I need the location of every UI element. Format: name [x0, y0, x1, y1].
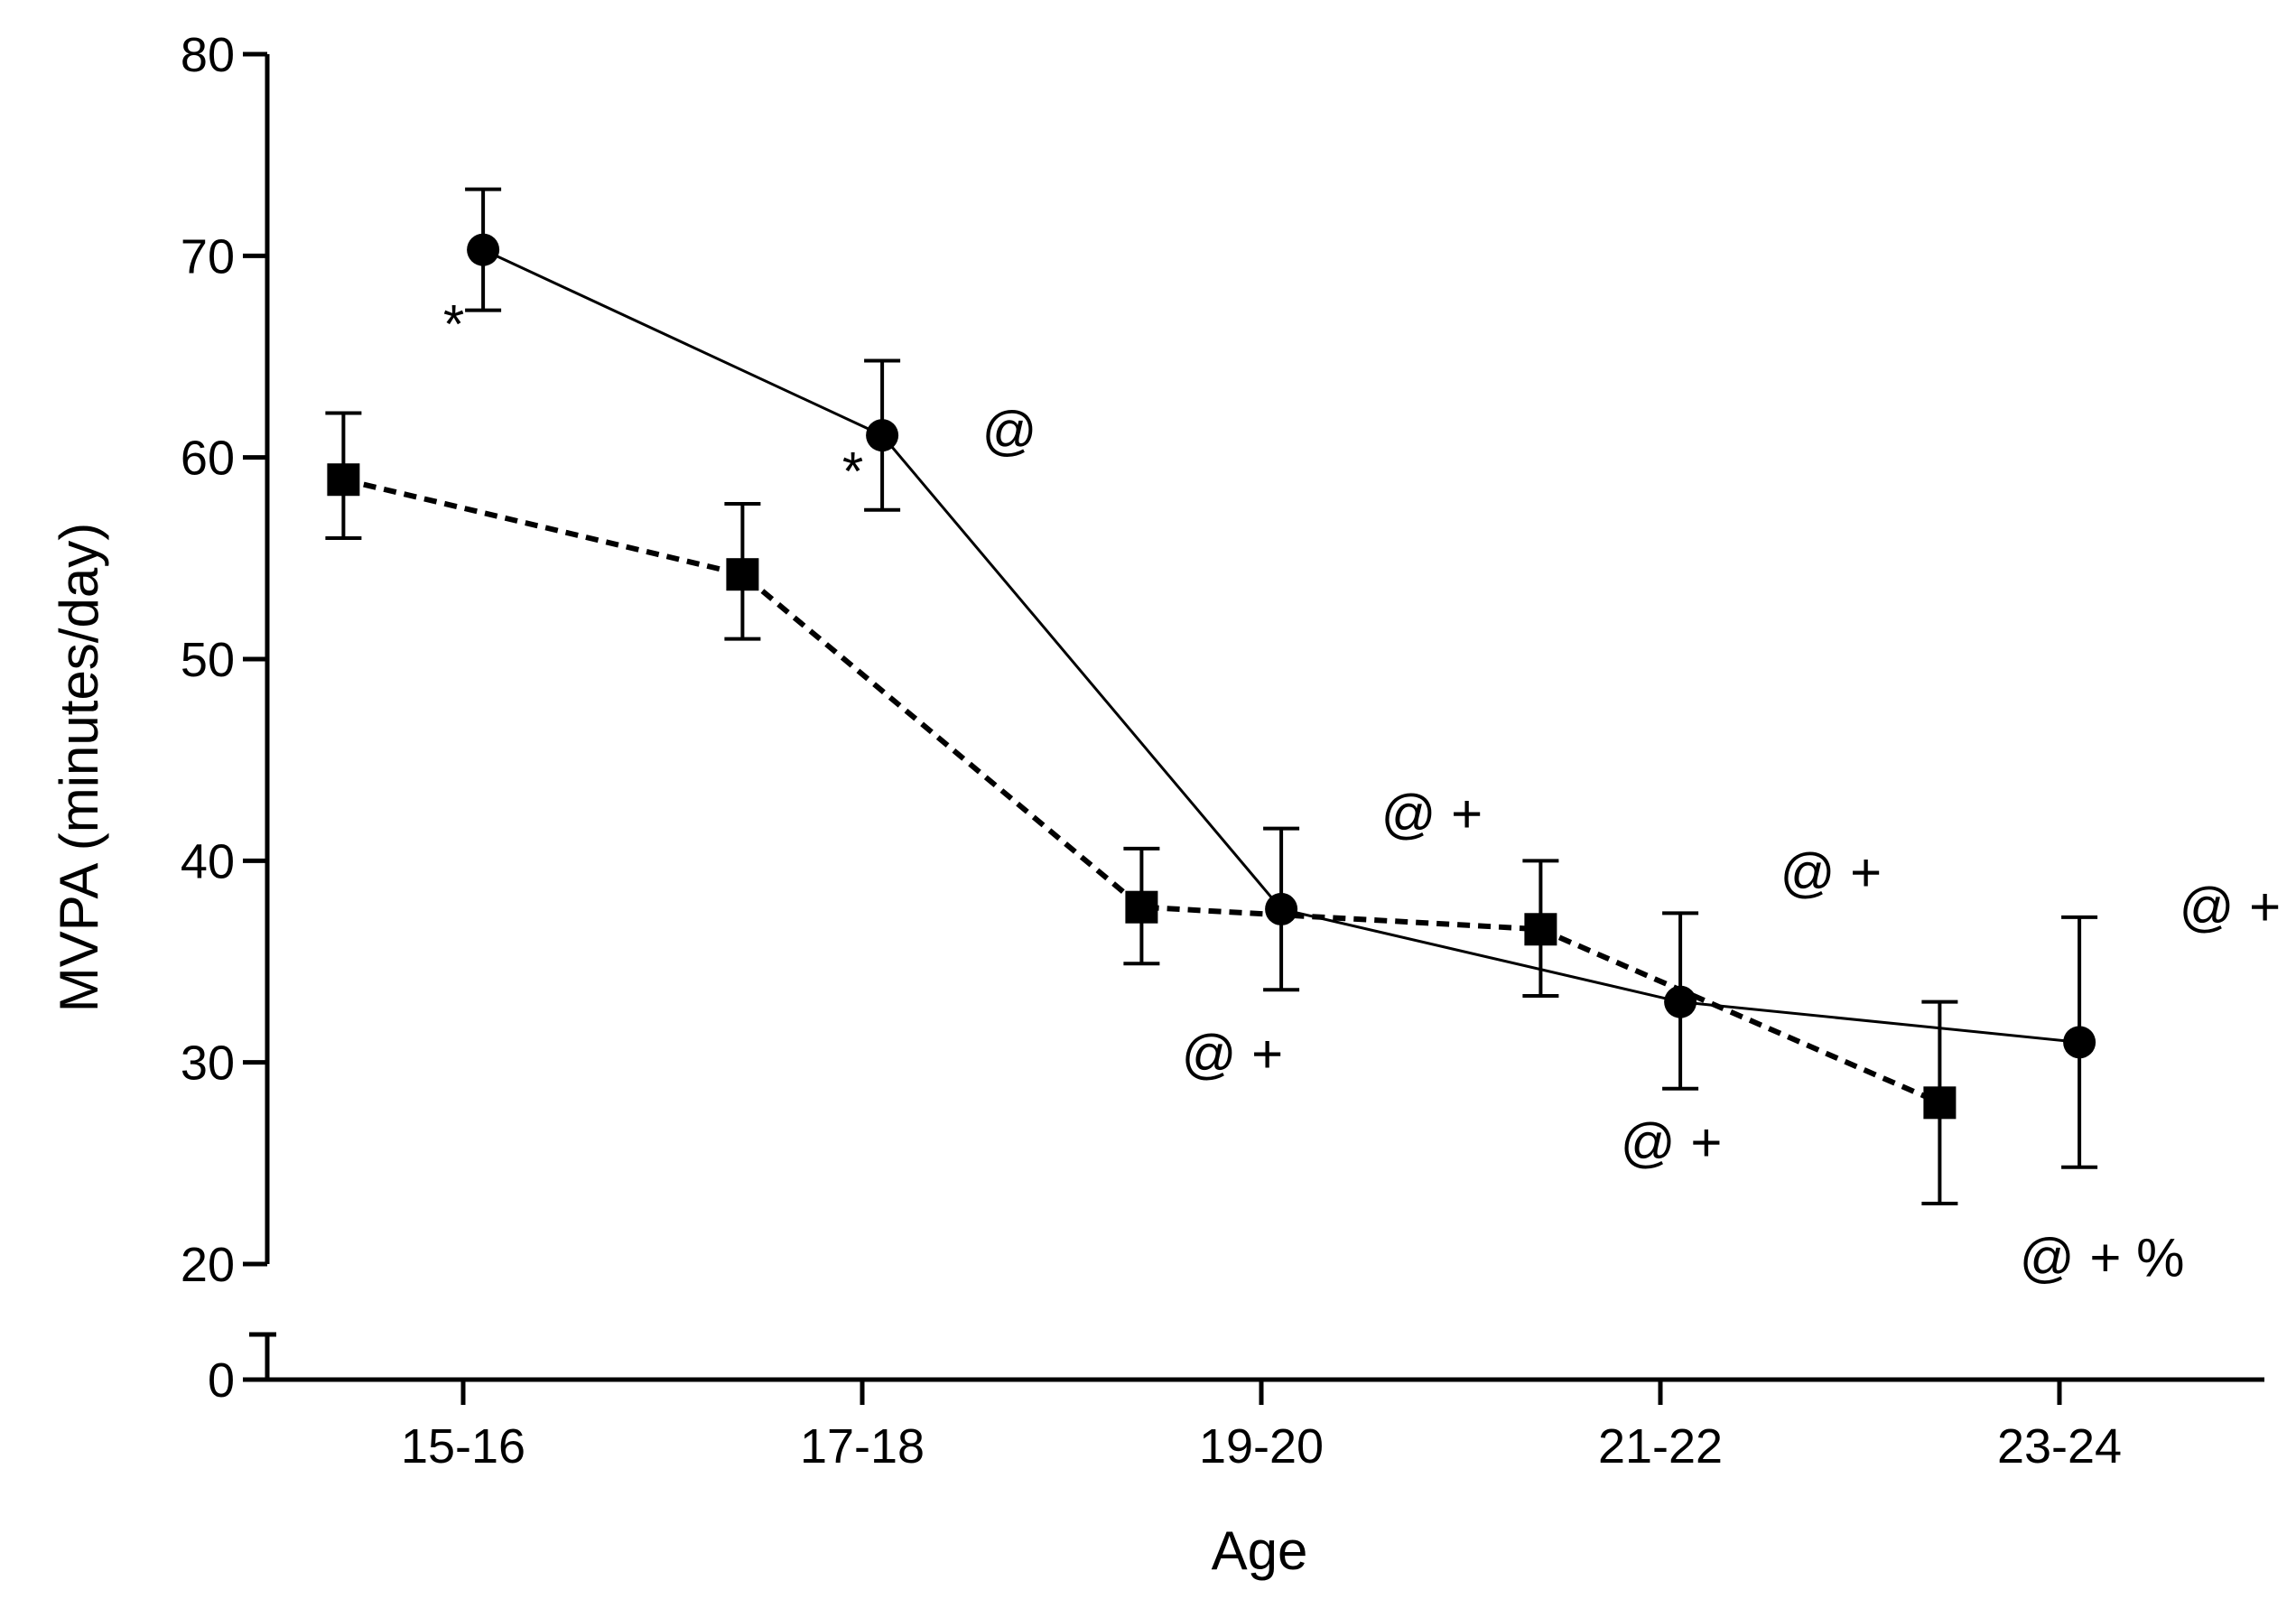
y-tick-label: 60 [181, 432, 235, 486]
significance-annotation: @ + [2180, 877, 2282, 937]
significance-annotation: @ + [1182, 1024, 1284, 1084]
significance-annotation: * [443, 293, 464, 354]
significance-annotation: @ + [1780, 842, 1882, 903]
data-point-circle [2063, 1026, 2096, 1059]
series-line [342, 477, 1941, 1106]
data-point-circle [866, 419, 899, 452]
y-tick-label: 50 [181, 633, 235, 687]
data-point-square [726, 558, 759, 591]
y-tick-label: 20 [181, 1238, 235, 1292]
x-tick-label: 23-24 [1997, 1419, 2122, 1473]
y-tick-label: 0 [208, 1353, 235, 1408]
significance-annotation: @ + [1381, 784, 1483, 844]
significance-annotation: @ + [1621, 1112, 1723, 1173]
data-point-circle [467, 233, 500, 266]
data-point-circle [1664, 985, 1697, 1018]
y-tick-label: 30 [181, 1037, 235, 1091]
data-point-square [327, 463, 360, 497]
axes: 20 30 40 50 60 70 80 0 15-16 17-18 19-20 21-22 23-24 [181, 28, 2264, 1473]
x-axis-title: Age [1212, 1520, 1308, 1581]
significance-annotation: @ [982, 401, 1037, 461]
significance-annotation: @ + % [2020, 1227, 2185, 1288]
series-squares [325, 411, 1958, 1205]
x-tick-label: 17-18 [800, 1419, 925, 1473]
x-tick-label: 21-22 [1598, 1419, 1723, 1473]
annotation-layer: * * @ @ + @ + @ + @ + @ + @ + % [443, 293, 2281, 1288]
data-point-square [1923, 1086, 1957, 1120]
data-point-square [1524, 913, 1557, 946]
data-point-square [1125, 890, 1158, 924]
y-tick-label: 40 [181, 834, 235, 888]
y-tick-label: 80 [181, 28, 235, 82]
y-axis-title: MVPA (minutes/day) [49, 523, 109, 1012]
significance-annotation: * [842, 441, 863, 501]
series-circles [465, 187, 2098, 1169]
y-tick-label: 70 [181, 229, 235, 284]
series-layer [325, 187, 2098, 1205]
x-tick-label: 15-16 [401, 1419, 525, 1473]
x-tick-label: 19-20 [1199, 1419, 1324, 1473]
data-point-circle [1265, 892, 1298, 925]
